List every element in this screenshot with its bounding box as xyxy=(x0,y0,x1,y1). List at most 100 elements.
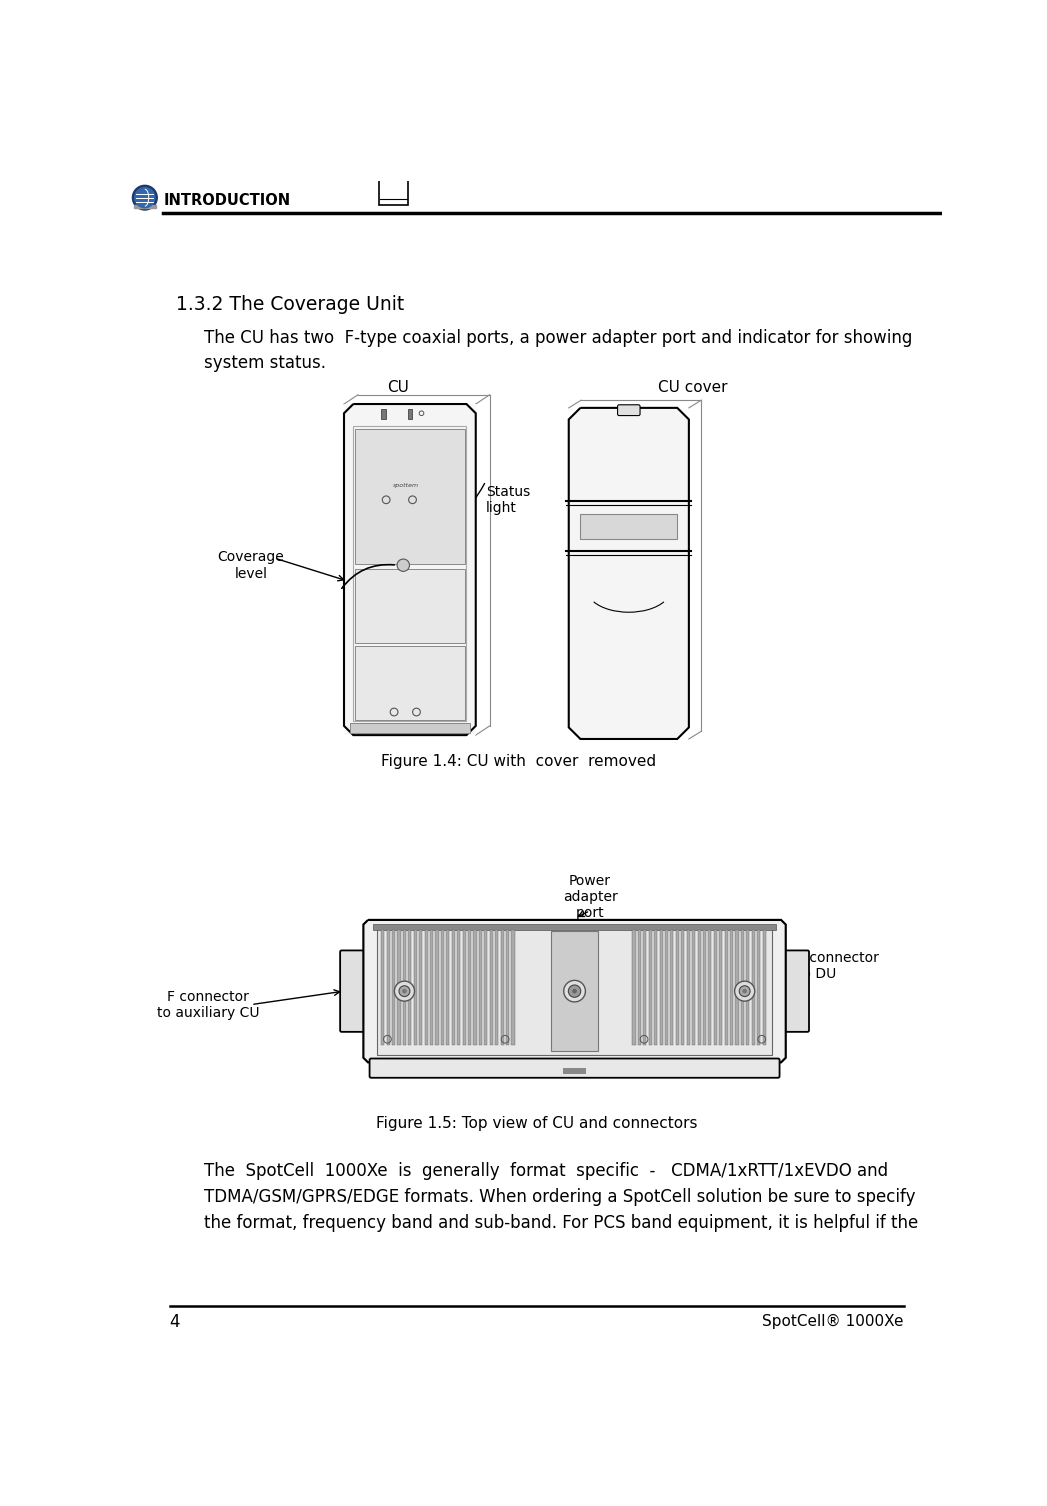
FancyBboxPatch shape xyxy=(782,950,809,1032)
Bar xyxy=(506,929,509,1045)
Bar xyxy=(134,205,156,208)
Circle shape xyxy=(397,559,409,571)
Bar xyxy=(458,929,461,1045)
Bar xyxy=(735,929,738,1045)
Bar xyxy=(747,929,750,1045)
Bar xyxy=(425,929,428,1045)
Bar xyxy=(757,929,760,1045)
Bar xyxy=(490,929,493,1045)
Bar xyxy=(386,929,389,1045)
FancyBboxPatch shape xyxy=(370,1059,780,1078)
Bar xyxy=(649,929,652,1045)
Circle shape xyxy=(399,986,409,997)
Text: 1.3.2 The Coverage Unit: 1.3.2 The Coverage Unit xyxy=(176,295,404,313)
Circle shape xyxy=(569,985,581,997)
Bar xyxy=(441,929,444,1045)
Bar xyxy=(451,929,454,1045)
Bar xyxy=(408,929,411,1045)
Text: Figure 1.5: Top view of CU and connectors: Figure 1.5: Top view of CU and connector… xyxy=(376,1116,697,1131)
Bar xyxy=(665,929,668,1045)
Bar xyxy=(741,929,744,1045)
Text: CU: CU xyxy=(386,380,408,395)
Bar xyxy=(643,929,646,1045)
Bar xyxy=(511,929,514,1045)
Text: CU cover: CU cover xyxy=(658,380,728,395)
FancyBboxPatch shape xyxy=(618,405,640,416)
Bar xyxy=(563,1068,586,1074)
FancyBboxPatch shape xyxy=(340,950,367,1032)
Text: Coverage
level: Coverage level xyxy=(218,550,285,580)
Bar xyxy=(638,929,641,1045)
Bar xyxy=(350,723,469,733)
Bar xyxy=(752,929,755,1045)
Bar xyxy=(468,929,471,1045)
Bar xyxy=(660,929,663,1045)
Bar xyxy=(670,929,673,1045)
PathPatch shape xyxy=(569,408,689,739)
Bar xyxy=(430,929,433,1045)
Bar xyxy=(381,929,384,1045)
Bar xyxy=(714,929,717,1045)
Bar xyxy=(344,404,475,735)
Bar xyxy=(697,929,700,1045)
Text: INTRODUCTION: INTRODUCTION xyxy=(163,193,291,208)
Bar xyxy=(379,161,408,205)
Bar xyxy=(377,928,772,1054)
Circle shape xyxy=(735,980,755,1001)
Bar xyxy=(407,408,413,419)
Circle shape xyxy=(135,188,155,208)
Bar xyxy=(485,929,487,1045)
Text: Figure 1.4: CU with  cover  removed: Figure 1.4: CU with cover removed xyxy=(381,755,655,770)
Bar xyxy=(419,929,422,1045)
Text: F connector
to auxiliary CU: F connector to auxiliary CU xyxy=(157,989,260,1020)
PathPatch shape xyxy=(363,920,785,1062)
Bar xyxy=(414,929,417,1045)
Bar xyxy=(500,929,504,1045)
Bar xyxy=(675,929,678,1045)
Text: The  SpotCell  1000Xe  is  generally  format  specific  -   CDMA/1xRTT/1xEVDO an: The SpotCell 1000Xe is generally format … xyxy=(204,1163,919,1232)
PathPatch shape xyxy=(344,404,475,735)
Bar xyxy=(355,646,465,720)
Text: 4: 4 xyxy=(170,1313,180,1331)
Bar xyxy=(353,426,467,721)
Bar xyxy=(374,923,776,929)
Circle shape xyxy=(132,185,157,209)
Bar xyxy=(436,929,439,1045)
Bar xyxy=(580,515,677,539)
Bar xyxy=(403,929,406,1045)
Text: F connector
to DU: F connector to DU xyxy=(798,950,879,982)
Circle shape xyxy=(742,989,747,994)
Bar xyxy=(762,929,765,1045)
Bar xyxy=(730,929,733,1045)
Circle shape xyxy=(563,980,585,1001)
Bar xyxy=(398,929,401,1045)
Bar xyxy=(446,929,449,1045)
Bar xyxy=(392,929,395,1045)
Text: Power
adapter
port: Power adapter port xyxy=(562,873,618,920)
Bar xyxy=(725,929,728,1045)
Bar xyxy=(380,170,407,179)
Bar xyxy=(703,929,706,1045)
Bar xyxy=(473,929,476,1045)
Circle shape xyxy=(395,980,415,1001)
Text: Status
light: Status light xyxy=(486,485,530,515)
Bar xyxy=(692,929,695,1045)
Bar xyxy=(654,929,658,1045)
Bar xyxy=(495,929,498,1045)
Bar xyxy=(719,929,722,1045)
Bar xyxy=(478,929,482,1045)
Circle shape xyxy=(739,986,750,997)
Bar xyxy=(709,929,712,1045)
Bar xyxy=(463,929,466,1045)
Text: The CU has two  F-type coaxial ports, a power adapter port and indicator for sho: The CU has two F-type coaxial ports, a p… xyxy=(204,330,913,372)
Bar xyxy=(682,929,685,1045)
Bar xyxy=(632,929,636,1045)
Bar xyxy=(687,929,690,1045)
Bar xyxy=(552,932,598,1051)
Text: spottem: spottem xyxy=(393,483,419,488)
Text: SpotCell® 1000Xe: SpotCell® 1000Xe xyxy=(762,1315,904,1330)
Circle shape xyxy=(402,989,407,994)
Bar xyxy=(355,569,465,643)
Bar xyxy=(355,429,465,565)
Circle shape xyxy=(573,989,577,994)
